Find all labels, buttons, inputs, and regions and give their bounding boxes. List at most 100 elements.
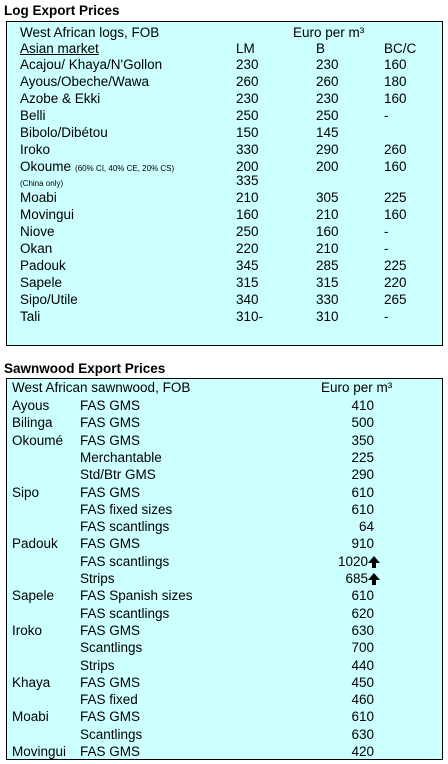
row-name: Bibolo/Dibétou: [20, 125, 108, 140]
price: 700: [351, 640, 374, 656]
grade: Strips: [80, 657, 115, 673]
cell-b: 230: [316, 91, 339, 106]
grade: FAS fixed sizes: [80, 501, 173, 517]
price: 610: [351, 501, 374, 517]
up-arrow: [368, 573, 380, 585]
price: 410: [351, 398, 374, 413]
species: Okoumé: [12, 432, 64, 448]
price: 610: [351, 588, 374, 604]
grade: FAS GMS: [80, 484, 141, 500]
grade: FAS fixed: [80, 692, 138, 708]
cell-lm: 260: [236, 74, 259, 89]
log-title: Log Export Prices: [4, 3, 120, 18]
arrow-icon: [368, 573, 380, 585]
cell-bcc: -: [384, 241, 389, 256]
cell-b: 160: [316, 224, 339, 239]
species: Sipo: [12, 484, 40, 500]
price: 350: [351, 432, 374, 448]
grade: FAS scantlings: [80, 519, 170, 535]
price: 610: [351, 484, 374, 500]
grade: Merchantable: [80, 449, 162, 465]
row-name: Tali: [20, 309, 41, 324]
grade: FAS scantlings: [80, 553, 170, 569]
price: 500: [351, 415, 374, 431]
cell-bcc: 160: [384, 91, 407, 106]
grade: FAS GMS: [80, 398, 141, 413]
sawn-table: West African sawnwood, FOB Euro per m³ A…: [6, 378, 443, 760]
grade: FAS scantlings: [80, 605, 170, 621]
cell-b: 330: [316, 292, 339, 307]
grade: FAS GMS: [80, 744, 141, 759]
grade: FAS GMS: [80, 415, 141, 431]
species: Ayous: [12, 398, 50, 413]
cell-b: 260: [316, 74, 339, 89]
cell-b: 315: [316, 275, 339, 290]
row-name: (China only): [20, 179, 64, 188]
cell-bcc: 260: [384, 142, 407, 157]
col-header: Asian market: [20, 41, 99, 56]
cell-b: 145: [316, 125, 339, 140]
up-arrow: [368, 555, 380, 568]
row-name: Okoume (60% CI, 40% CE, 20% CS): [20, 159, 175, 174]
price: 630: [351, 726, 374, 742]
cell-b: 210: [316, 207, 339, 222]
grade: FAS GMS: [80, 536, 141, 552]
row-note: (60% CI, 40% CE, 20% CS): [75, 164, 175, 173]
cell-lm: 210: [236, 190, 259, 205]
log-table: West African logs, FOB Euro per m³ Asian…: [6, 21, 443, 346]
cell-b: 285: [316, 258, 339, 273]
species: Khaya: [12, 674, 51, 690]
cell-b: 305: [316, 190, 339, 205]
row-name: Azobe & Ekki: [20, 91, 101, 106]
species: Moabi: [12, 709, 49, 725]
species: Bilinga: [12, 415, 53, 431]
cell-lm: 330: [236, 142, 259, 157]
price: 450: [351, 674, 374, 690]
cell-bcc: -: [384, 108, 389, 123]
row-name: Moabi: [20, 190, 57, 205]
col-header: B: [316, 41, 326, 56]
cell-bcc: 225: [384, 190, 407, 205]
price: 630: [351, 622, 374, 638]
cell-bcc: 265: [384, 292, 407, 307]
unit: Euro per m³: [293, 25, 365, 40]
price: 440: [351, 657, 374, 673]
row-name: Niove: [20, 224, 55, 239]
cell-b: 230: [316, 57, 339, 72]
row-name: Acajou/ Khaya/N'Gollon: [20, 57, 163, 72]
price: 290: [351, 467, 374, 483]
unit: Euro per m³: [321, 380, 393, 395]
cell-lm: 230: [236, 57, 259, 72]
caption: West African logs, FOB: [20, 25, 160, 40]
grade: FAS GMS: [80, 709, 141, 725]
price: 610: [351, 709, 374, 725]
cell-bcc: 220: [384, 275, 407, 290]
grade: FAS Spanish sizes: [80, 588, 193, 604]
cell-lm: 345: [236, 258, 259, 273]
price: 225: [351, 449, 374, 465]
row-name: Belli: [20, 108, 46, 123]
cell-lm: 340: [236, 292, 259, 307]
arrow-icon: [368, 555, 380, 568]
row-name: Iroko: [20, 142, 51, 157]
row-name: Sapele: [20, 275, 63, 290]
cell-b: 290: [316, 142, 339, 157]
row-name: Padouk: [20, 258, 66, 273]
grade: Strips: [80, 571, 115, 586]
species: Iroko: [12, 622, 43, 638]
price: 460: [351, 692, 374, 708]
cell-bcc: 160: [384, 207, 407, 222]
cell-bcc: -: [384, 309, 389, 324]
row-name: Movingui: [20, 207, 75, 222]
cell-lm: 200: [236, 159, 259, 174]
col-header: BC/C: [384, 41, 417, 56]
cell-lm: 160: [236, 207, 259, 222]
species: Padouk: [12, 536, 58, 552]
grade: FAS GMS: [80, 622, 141, 638]
cell-bcc: 225: [384, 258, 407, 273]
cell-lm: 220: [236, 241, 259, 256]
cell-bcc: 160: [384, 159, 407, 174]
price: 1020: [337, 553, 368, 569]
cell-lm: 250: [236, 224, 259, 239]
